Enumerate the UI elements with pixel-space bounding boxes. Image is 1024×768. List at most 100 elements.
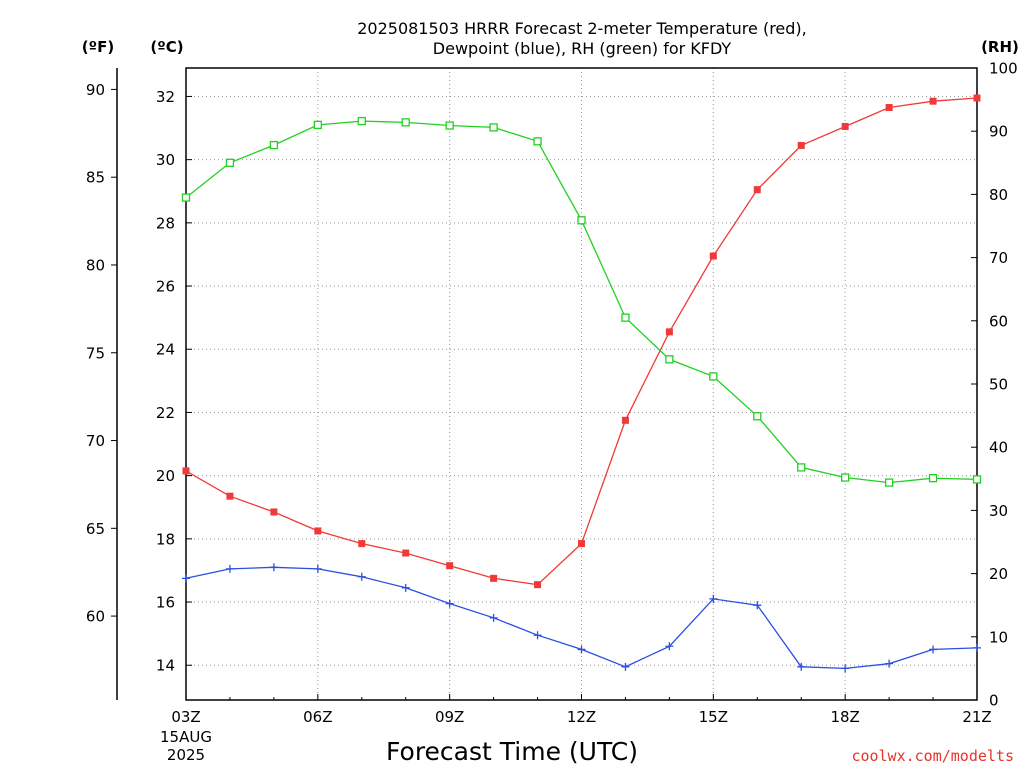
fahrenheit-tick-label: 90 [86, 81, 105, 99]
temperature-point [885, 104, 893, 111]
rh-tick-label: 20 [989, 565, 1008, 583]
temperature-point [841, 122, 849, 130]
temperature-point [358, 540, 366, 548]
rh-tick-label: 80 [989, 186, 1008, 204]
dewpoint-point [621, 662, 630, 671]
rh-tick-label: 30 [989, 502, 1008, 520]
dewpoint-point [885, 659, 894, 668]
rh-point [928, 474, 938, 483]
rh-point [489, 123, 498, 132]
rh-point [225, 158, 235, 167]
rh-point [797, 463, 806, 472]
rh-tick-label: 50 [989, 376, 1008, 394]
celsius-tick-label: 20 [156, 467, 175, 485]
axis-ticks: 03Z 06Z 09Z 12Z 15Z 18Z 21Z 14 16 18 20 22 24 26 28 30 3… [86, 60, 1018, 727]
fahrenheit-tick-label: 75 [86, 344, 105, 362]
dewpoint-point [929, 645, 938, 654]
x-tick-label: 06Z [303, 708, 332, 726]
rh-point [533, 137, 542, 146]
rh-tick-label: 90 [989, 123, 1008, 141]
fahrenheit-unit-label: (ºF) [82, 38, 114, 56]
rh-point [357, 116, 366, 126]
rh-point [445, 121, 454, 130]
rh-tick-label: 70 [989, 249, 1008, 267]
dewpoint-point [401, 583, 410, 592]
celsius-tick-label: 16 [156, 594, 175, 612]
rh-point [269, 140, 279, 150]
rh-point [621, 313, 630, 322]
dewpoint-point [357, 572, 366, 581]
series-layer [181, 94, 982, 673]
x-tick-label: 21Z [962, 708, 991, 726]
dewpoint-point [225, 564, 234, 573]
rh-point [709, 372, 718, 381]
dewpoint-point [577, 645, 586, 654]
celsius-tick-label: 18 [156, 530, 175, 548]
temperature-point [182, 467, 190, 475]
temperature-point [578, 540, 585, 548]
rh-point [972, 475, 982, 484]
temperature-point [314, 527, 322, 535]
date-label-year: 2025 [167, 746, 205, 764]
dewpoint-point [665, 642, 674, 651]
dewpoint-point [489, 613, 498, 622]
x-axis-title: Forecast Time (UTC) [386, 737, 638, 766]
dewpoint-point [841, 664, 850, 673]
rh-point [181, 193, 191, 202]
temperature-point [709, 252, 717, 260]
rh-unit-label: (RH) [981, 38, 1019, 56]
celsius-tick-label: 26 [156, 278, 175, 296]
dewpoint-point [973, 643, 981, 652]
temperature-point [665, 328, 673, 336]
dewpoint-point [269, 563, 278, 572]
rh-tick-label: 60 [989, 312, 1008, 330]
dewpoint-point [709, 594, 718, 603]
dewpoint-point [797, 662, 806, 671]
rh-point [884, 478, 894, 487]
temperature-point [753, 186, 761, 194]
rh-point [401, 118, 410, 127]
celsius-tick-label: 14 [156, 657, 175, 675]
celsius-tick-label: 30 [156, 151, 175, 169]
temperature-point [797, 141, 805, 149]
credit-link[interactable]: coolwx.com/modelts [851, 747, 1014, 765]
temperature-point [270, 508, 278, 516]
rh-tick-label: 10 [989, 628, 1008, 646]
fahrenheit-tick-label: 70 [86, 432, 105, 450]
grid-lines [186, 68, 977, 700]
dewpoint-point [533, 631, 542, 640]
rh-point [313, 120, 322, 130]
temperature-point [402, 549, 410, 557]
temperature-point [446, 562, 454, 570]
x-tick-label: 09Z [435, 708, 464, 726]
dewpoint-point [182, 574, 190, 583]
celsius-tick-label: 32 [156, 88, 175, 106]
celsius-tick-label: 24 [156, 341, 175, 359]
x-tick-label: 18Z [830, 708, 859, 726]
fahrenheit-tick-label: 85 [86, 169, 105, 187]
temperature-point [226, 492, 234, 500]
celsius-tick-label: 22 [156, 404, 175, 422]
rh-tick-label: 40 [989, 439, 1008, 457]
chart-title-line2: Dewpoint (blue), RH (green) for KFDY [433, 39, 732, 58]
x-tick-label: 12Z [567, 708, 596, 726]
x-tick-label: 15Z [699, 708, 728, 726]
fahrenheit-tick-label: 65 [86, 520, 105, 538]
fahrenheit-tick-label: 60 [86, 608, 105, 626]
temperature-point [534, 581, 542, 589]
dewpoint-point [753, 601, 762, 610]
celsius-unit-label: (ºC) [150, 38, 183, 56]
temperature-point [621, 416, 629, 424]
rh-tick-label: 100 [989, 60, 1018, 78]
temperature-point [490, 574, 498, 582]
dewpoint-point [313, 564, 322, 573]
rh-point [665, 355, 674, 364]
rh-point [753, 412, 762, 421]
dewpoint-point [445, 599, 454, 608]
rh-tick-label: 0 [989, 692, 999, 710]
celsius-tick-label: 28 [156, 214, 175, 232]
temperature-point [929, 97, 937, 105]
fahrenheit-tick-label: 80 [86, 256, 105, 274]
temperature-point [973, 94, 981, 102]
